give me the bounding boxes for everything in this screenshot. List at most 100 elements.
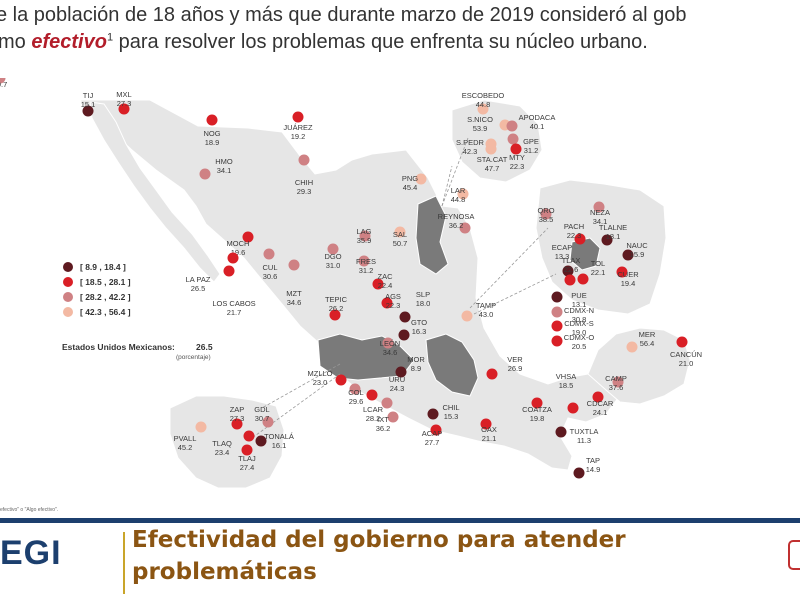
city-marker[interactable]: [241, 444, 253, 456]
city-marker[interactable]: [415, 173, 427, 185]
city-marker[interactable]: [430, 424, 442, 436]
city-cdmx-s[interactable]: CDMX-S19.0: [551, 319, 594, 337]
city-marker[interactable]: [567, 402, 579, 414]
city-marker[interactable]: [562, 265, 574, 277]
city-marker[interactable]: [551, 335, 563, 347]
city-marker[interactable]: [574, 233, 586, 245]
city-marker[interactable]: [231, 418, 243, 430]
city-marker[interactable]: [327, 243, 339, 255]
city-marker[interactable]: [335, 374, 347, 386]
city-marker[interactable]: [382, 337, 394, 349]
city-marker[interactable]: [507, 133, 519, 145]
city-marker[interactable]: [461, 310, 473, 322]
city-marker[interactable]: [387, 411, 399, 423]
city-marker[interactable]: [457, 188, 469, 200]
city-cdmx-p[interactable]: CDMX-P29.7: [0, 78, 15, 89]
city-marker[interactable]: [359, 230, 371, 242]
city-marker[interactable]: [329, 309, 341, 321]
city-marker[interactable]: [551, 291, 563, 303]
city-marker[interactable]: [612, 376, 624, 388]
city-marker[interactable]: [480, 418, 492, 430]
city-marker[interactable]: [506, 120, 518, 132]
city-marker[interactable]: [358, 255, 370, 267]
corner-control[interactable]: [788, 540, 800, 570]
city-marker[interactable]: [622, 249, 634, 261]
city-marker[interactable]: [577, 273, 589, 285]
city-marker[interactable]: [199, 168, 211, 180]
city-marker[interactable]: [676, 336, 688, 348]
city-marker[interactable]: [551, 320, 563, 332]
city-marker[interactable]: [531, 397, 543, 409]
city-marker[interactable]: [381, 297, 393, 309]
city-marker[interactable]: [477, 103, 489, 115]
city-marker[interactable]: [398, 329, 410, 341]
city-marker[interactable]: [242, 231, 254, 243]
city-marker[interactable]: [540, 208, 552, 220]
city-marker[interactable]: [298, 154, 310, 166]
city-marker[interactable]: [564, 274, 576, 286]
city-marker[interactable]: [592, 391, 604, 403]
city-marker[interactable]: [366, 389, 378, 401]
city-cdmx-o[interactable]: CDMX-O20.5: [551, 333, 595, 351]
city-marker[interactable]: [243, 430, 255, 442]
city-marker[interactable]: [626, 341, 638, 353]
city-marker[interactable]: [381, 397, 393, 409]
city-marker[interactable]: [263, 248, 275, 260]
city-marker[interactable]: [427, 408, 439, 420]
city-marker[interactable]: [255, 435, 267, 447]
city-marker[interactable]: [195, 421, 207, 433]
city-marker[interactable]: [399, 311, 411, 323]
city-marker[interactable]: [485, 143, 497, 155]
